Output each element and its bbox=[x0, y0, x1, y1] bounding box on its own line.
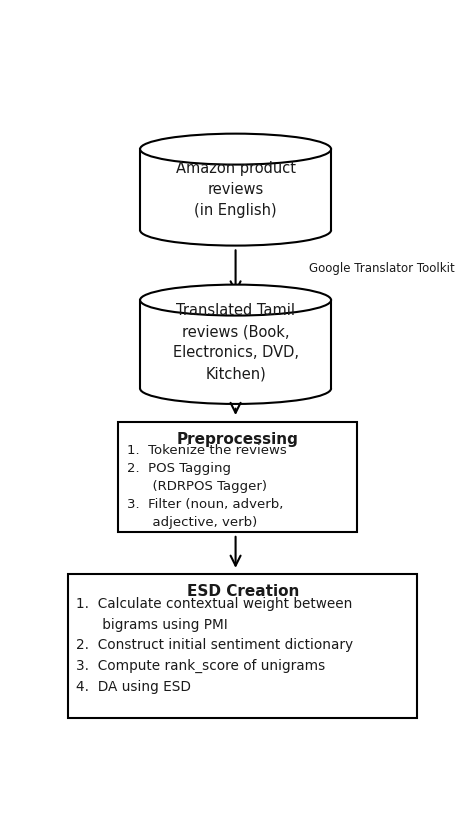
Ellipse shape bbox=[140, 133, 331, 164]
Text: 1.  Tokenize the reviews
2.  POS Tagging
      (RDRPOS Tagger)
3.  Filter (noun,: 1. Tokenize the reviews 2. POS Tagging (… bbox=[127, 445, 287, 529]
Polygon shape bbox=[140, 149, 331, 230]
FancyBboxPatch shape bbox=[68, 575, 418, 718]
Ellipse shape bbox=[140, 285, 331, 315]
Text: Google Translator Toolkit: Google Translator Toolkit bbox=[309, 263, 455, 276]
Text: ESD Creation: ESD Creation bbox=[187, 584, 299, 598]
Text: Preprocessing: Preprocessing bbox=[176, 432, 298, 447]
Polygon shape bbox=[140, 300, 331, 389]
Text: 1.  Calculate contextual weight between
      bigrams using PMI
2.  Construct in: 1. Calculate contextual weight between b… bbox=[76, 598, 353, 693]
FancyBboxPatch shape bbox=[118, 422, 357, 532]
Text: Amazon product
reviews
(in English): Amazon product reviews (in English) bbox=[175, 161, 296, 218]
Text: Translated Tamil
reviews (Book,
Electronics, DVD,
Kitchen): Translated Tamil reviews (Book, Electron… bbox=[173, 303, 299, 381]
